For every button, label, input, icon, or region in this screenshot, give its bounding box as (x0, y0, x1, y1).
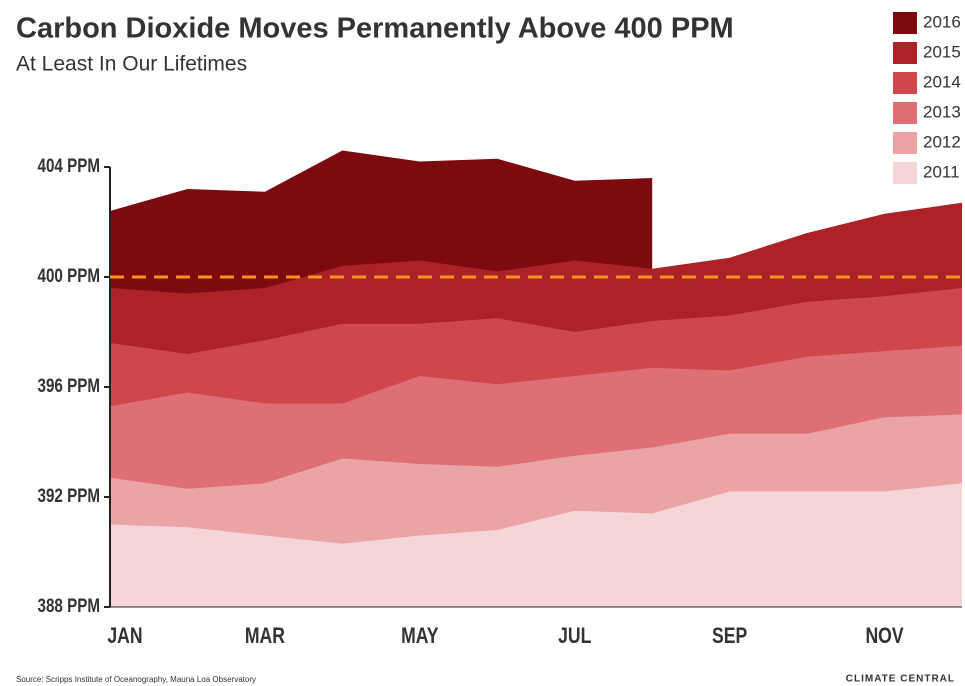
x-tick-label: MAY (401, 624, 438, 648)
area (110, 483, 962, 607)
legend-label: 2012 (923, 132, 961, 151)
legend-swatch (893, 132, 917, 154)
y-tick-label: 392 PPM (38, 484, 100, 506)
legend-label: 2014 (923, 72, 961, 91)
legend-swatch (893, 42, 917, 64)
legend-label: 2011 (923, 162, 960, 181)
chart-title: Carbon Dioxide Moves Permanently Above 4… (16, 13, 734, 45)
legend-label: 2013 (923, 102, 961, 121)
legend-label: 2015 (923, 42, 961, 61)
brand: CLIMATE CENTRAL (846, 674, 955, 685)
x-tick-label: MAR (245, 624, 285, 648)
y-tick-label: 400 PPM (38, 264, 100, 286)
legend-swatch (893, 102, 917, 124)
source: Source: Scripps Institute of Oceanograph… (16, 675, 256, 684)
x-tick-label: JUL (558, 624, 591, 648)
chart-subtitle: At Least In Our Lifetimes (16, 53, 247, 76)
legend-swatch (893, 72, 917, 94)
y-tick-label: 396 PPM (38, 374, 100, 396)
y-tick-label: 404 PPM (38, 154, 100, 176)
x-tick-label: NOV (865, 624, 904, 648)
legend-swatch (893, 162, 917, 184)
x-tick-label: SEP (712, 624, 747, 648)
y-tick-label: 388 PPM (38, 594, 100, 616)
legend-swatch (893, 12, 917, 34)
legend-label: 2016 (923, 12, 961, 31)
x-tick-label: JAN (107, 624, 142, 648)
